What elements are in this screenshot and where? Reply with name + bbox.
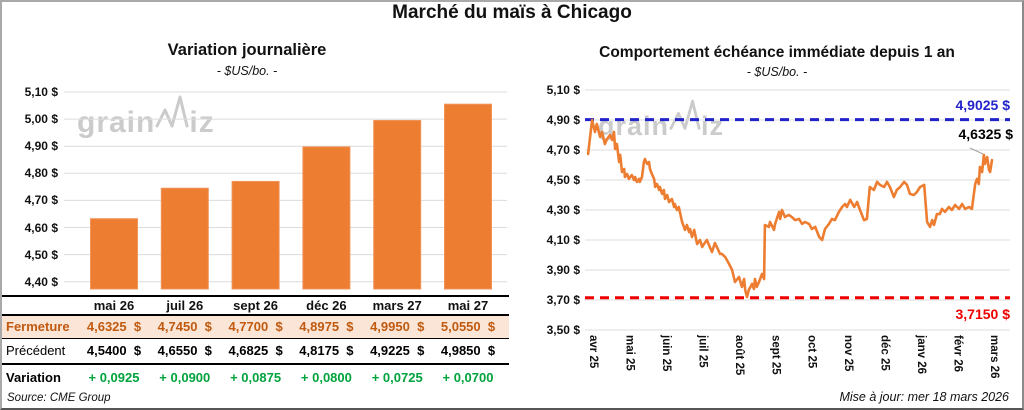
cell-precedent-juil 26: 4,6550 $ <box>157 342 212 358</box>
cell-variation-mars 27: + 0,0725 <box>371 369 423 385</box>
line-y-tick-label: 4,10 $ <box>546 233 580 247</box>
line-x-tick-label: juin 25 <box>659 335 672 372</box>
last-price-label: 4,6325 $ <box>958 126 1014 142</box>
table-column-header: sept 26 <box>233 298 278 313</box>
resistance-value-label: 4,9025 $ <box>955 97 1011 113</box>
table-row-border <box>2 338 509 340</box>
cell-fermeture-juil 26: 4,7450 $ <box>157 319 212 334</box>
line-chart-subtitle: - $US/bo. - <box>746 65 808 79</box>
cell-fermeture-mai 27: 5,0550 $ <box>440 319 496 334</box>
cell-precedent-mars 27: 4,9225 $ <box>370 342 425 358</box>
cell-variation-mai 26: + 0,0925 <box>88 369 140 385</box>
table-column-header: mars 27 <box>372 298 422 313</box>
cell-precedent-mai 27: 4,9850 $ <box>440 342 496 358</box>
bar-y-tick-label: 4,90 $ <box>24 139 58 154</box>
line-y-tick-label: 4,90 $ <box>546 113 580 127</box>
cell-fermeture-sept 26: 4,7700 $ <box>228 319 283 334</box>
row-label-precedent: Précédent <box>6 342 66 358</box>
table-header-border <box>2 314 509 316</box>
grainwiz-watermark: grain iz <box>77 94 215 138</box>
line-x-tick-label: mai 25 <box>623 335 636 371</box>
bar-chart-title: Variation journalière <box>167 41 327 59</box>
line-y-tick-label: 4,30 $ <box>546 203 580 217</box>
bar-y-tick-label: 4,40 $ <box>24 274 58 289</box>
line-x-tick-label: mars 26 <box>987 335 1000 379</box>
line-x-tick-label: janv 26 <box>915 335 928 374</box>
table-thick-border <box>2 362 509 366</box>
fermeture-row-background <box>2 315 509 338</box>
line-x-tick-label: déc 25 <box>878 335 891 371</box>
bar-déc 26 <box>302 146 351 290</box>
table-column-header: juil 26 <box>166 298 204 313</box>
line-y-tick-label: 3,90 $ <box>546 263 580 277</box>
bar-sept 26 <box>231 180 280 290</box>
table-column-header: déc 26 <box>306 298 347 313</box>
bar-mars 27 <box>373 119 422 290</box>
bar-y-tick-label: 4,50 $ <box>24 247 58 262</box>
grainwiz-logo-icon <box>155 95 189 128</box>
row-label-fermeture: Fermeture <box>6 319 70 334</box>
watermark-text: iz <box>189 106 215 139</box>
bar-chart-subtitle: - $US/bo. - <box>216 64 278 78</box>
cell-precedent-sept 26: 4,6825 $ <box>228 342 283 358</box>
cell-variation-juil 26: + 0,0900 <box>159 369 211 385</box>
table-column-header: mai 27 <box>447 298 489 313</box>
line-y-tick-label: 4,70 $ <box>546 143 580 157</box>
updated-note: Mise à jour: mer 18 mars 2026 <box>839 390 1009 404</box>
last-price-leader-line <box>969 147 984 155</box>
support-value-label: 3,7150 $ <box>955 306 1011 322</box>
row-label-variation: Variation <box>6 369 61 385</box>
page-title: Marché du maïs à Chicago <box>392 2 632 23</box>
bar-y-tick-label: 4,60 $ <box>24 220 58 235</box>
line-x-tick-label: avr 25 <box>587 335 599 369</box>
cell-precedent-mai 26: 4,5400 $ <box>86 342 142 358</box>
cell-precedent-déc 26: 4,8175 $ <box>299 342 354 358</box>
line-y-tick-label: 5,10 $ <box>546 83 580 97</box>
cell-fermeture-mars 27: 4,9950 $ <box>370 319 425 334</box>
line-chart-title: Comportement échéance immédiate depuis 1… <box>599 44 955 61</box>
cell-variation-sept 26: + 0,0875 <box>230 369 282 385</box>
bar-y-tick-label: 4,80 $ <box>24 166 58 181</box>
table-column-header: mai 26 <box>93 298 135 313</box>
bar-mai 26 <box>90 218 138 290</box>
cell-fermeture-déc 26: 4,8975 $ <box>299 319 354 334</box>
bar-y-tick-label: 4,70 $ <box>24 193 58 208</box>
line-y-tick-label: 4,50 $ <box>546 173 580 187</box>
line-x-tick-label: sept 25 <box>769 335 782 375</box>
line-x-tick-label: oct 25 <box>805 335 818 369</box>
bar-juil 26 <box>160 187 209 290</box>
line-x-tick-label: nov 25 <box>842 335 855 372</box>
source-note: Source: CME Group <box>7 392 111 404</box>
cell-fermeture-mai 26: 4,6325 $ <box>86 319 142 334</box>
cell-variation-mai 27: + 0,0700 <box>442 369 494 385</box>
price-line <box>586 118 994 299</box>
line-y-tick-label: 3,50 $ <box>546 323 580 337</box>
watermark-text: grain <box>77 106 156 139</box>
bar-mai 27 <box>444 103 492 290</box>
line-y-tick-label: 3,70 $ <box>546 293 580 307</box>
table-top-border <box>2 295 509 297</box>
bar-y-tick-label: 5,00 $ <box>24 112 58 127</box>
line-x-tick-label: févr 26 <box>951 335 964 373</box>
line-x-tick-label: juil 25 <box>696 335 709 368</box>
bar-y-tick-label: 5,10 $ <box>24 85 58 99</box>
line-x-tick-label: août 25 <box>732 335 745 376</box>
cell-variation-déc 26: + 0,0800 <box>300 369 352 385</box>
